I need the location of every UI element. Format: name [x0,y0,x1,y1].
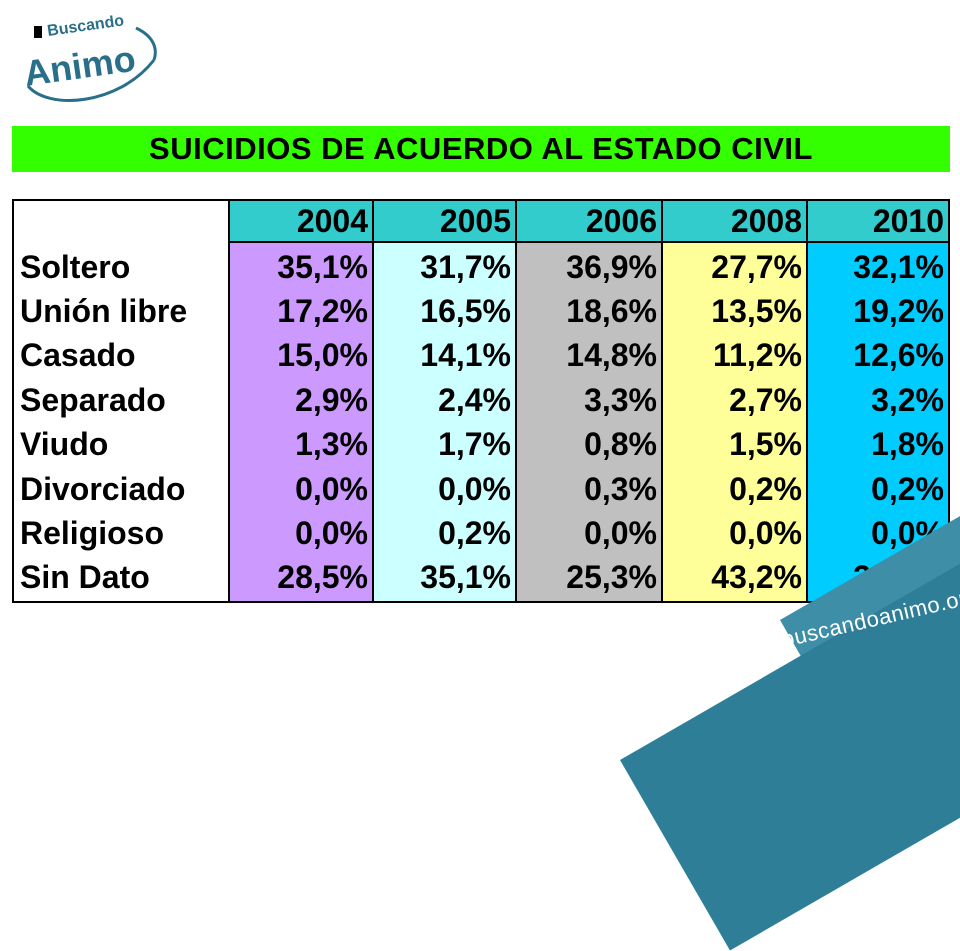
year-header: 2004 [230,201,372,243]
year-header: 2008 [663,201,806,243]
table-cell: 0,2% [871,470,944,507]
table-cell: 11,2% [713,337,802,374]
table-cell: 36,9% [566,248,657,285]
table-cell: 0,2% [438,515,511,552]
table-cell: 35,1% [420,559,511,596]
year-header: 2010 [808,201,948,243]
logo-graphic: Buscando Animo [21,12,157,102]
table-cell: 0,0% [295,515,368,552]
table-cell: 18,6% [566,293,657,330]
row-label: Casado [20,337,136,374]
table-cell: 17,2% [277,293,368,330]
table-cell: 2,4% [438,381,511,418]
table-cell: 14,8% [566,337,657,374]
table-cell: 28,5% [277,559,368,596]
column-divider [806,201,808,601]
year-header: 2006 [517,201,661,243]
stats-table: Soltero Unión libre Casado Separado Viudo Div… [12,199,950,603]
row-label: Unión libre [20,293,188,330]
table-cell: 31,7% [420,248,511,285]
table-cell: 0,0% [438,470,511,507]
year-header: 2005 [374,201,515,243]
title-bar: SUICIDIOS DE ACUERDO AL ESTADO CIVIL [12,126,950,172]
table-cell: 1,7% [438,426,511,463]
table-cell: 0,3% [584,470,657,507]
table-cell: 1,5% [729,426,802,463]
buscando-animo-logo: Buscando Animo [8,8,158,108]
row-label: Separado [20,381,166,418]
row-label: Religioso [20,515,165,552]
row-labels: Soltero Unión libre Casado Separado Viudo Div… [14,245,230,601]
table-cell: 3,2% [871,381,944,418]
row-label: Divorciado [20,470,186,507]
table-cell: 35,1% [277,248,368,285]
year-column: 2005 31,7% 16,5% 14,1% 2,4% 1,7% 0,0% 0,2% 35,1% [374,201,515,601]
column-divider [661,201,663,601]
table-cell: 25,3% [566,559,657,596]
table-cell: 1,8% [871,426,944,463]
table-cell: 13,5% [711,293,802,330]
page-title: SUICIDIOS DE ACUERDO AL ESTADO CIVIL [149,131,813,166]
row-label: Soltero [20,248,131,285]
table-cell: 27,7% [711,248,802,285]
table-cell: 3,3% [584,381,657,418]
year-column: 2006 36,9% 18,6% 14,8% 3,3% 0,8% 0,3% 0,0% 25,3% [517,201,661,601]
year-column: 2004 35,1% 17,2% 15,0% 2,9% 1,3% 0,0% 0,0% 28,5% [230,201,372,601]
table-cell: 0,0% [295,470,368,507]
table-cell: 0,8% [584,426,657,463]
table-cell: 12,6% [853,337,944,374]
logo-text-animo: Animo [21,38,138,94]
column-divider [372,201,374,601]
table-cell: 43,2% [711,559,802,596]
column-divider [228,201,230,601]
table-cell: 1,3% [295,426,368,463]
table-cell: 16,5% [420,293,511,330]
table-cell: 2,9% [295,381,368,418]
table-cell: 15,0% [277,337,368,374]
table-cell: 0,0% [729,515,802,552]
table-cell: 32,1% [853,248,944,285]
table-cell: 0,0% [584,515,657,552]
table-cell: 14,1% [420,337,511,374]
year-column: 2008 27,7% 13,5% 11,2% 2,7% 1,5% 0,2% 0,0% 43,2% [663,201,806,601]
table-cell: 19,2% [853,293,944,330]
row-label: Sin Dato [20,559,150,596]
logo-text-buscando: Buscando [46,12,125,40]
row-label: Viudo [20,426,109,463]
table-cell: 2,7% [729,381,802,418]
column-divider [515,201,517,601]
table-cell: 0,2% [729,470,802,507]
